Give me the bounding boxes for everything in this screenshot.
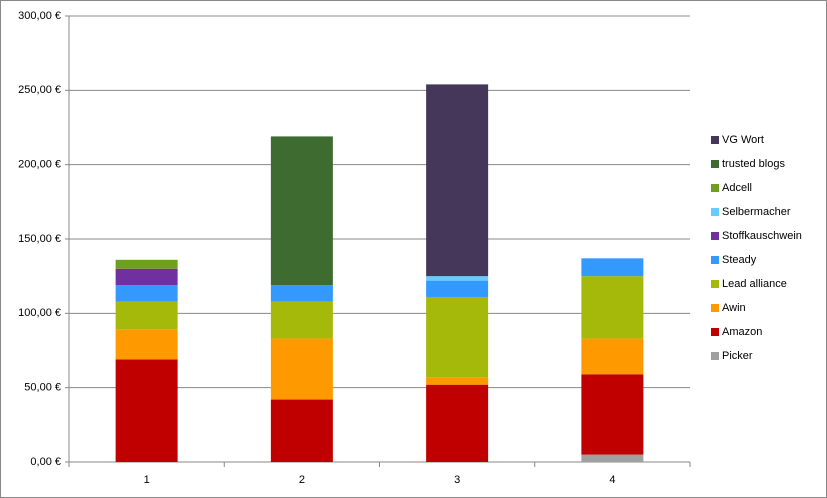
bar-segment [115, 285, 178, 302]
legend-swatch [711, 280, 719, 288]
y-tick-label: 250,00 € [18, 84, 61, 96]
legend-label: Selbermacher [722, 206, 791, 218]
y-tick-label: 150,00 € [18, 233, 61, 245]
legend-label: Adcell [722, 182, 752, 194]
bar-segment [426, 377, 489, 385]
bar-segment [426, 84, 489, 277]
legend-swatch [711, 256, 719, 264]
bar-segment [270, 399, 333, 462]
legend-label: Lead alliance [722, 278, 787, 290]
legend-label: Amazon [722, 326, 762, 338]
legend-swatch [711, 136, 719, 144]
x-tick-label: 4 [609, 474, 615, 486]
bar-segment [581, 374, 644, 455]
legend-label: VG Wort [722, 134, 764, 146]
y-tick-label: 0,00 € [30, 456, 61, 468]
bar-segment [115, 259, 178, 269]
y-tick-label: 200,00 € [18, 159, 61, 171]
bar-segment [581, 454, 644, 462]
bar-segment [270, 285, 333, 302]
legend-label: Stoffkauschwein [722, 230, 802, 242]
bar-segment [115, 301, 178, 330]
x-tick-label: 2 [299, 474, 305, 486]
bar-segment [426, 276, 489, 281]
y-tick-label: 300,00 € [18, 10, 61, 22]
bar-segment [581, 258, 644, 277]
x-tick-label: 3 [454, 474, 460, 486]
legend-swatch [711, 352, 719, 360]
y-tick-label: 50,00 € [24, 382, 61, 394]
bar-segment [115, 359, 178, 462]
bar-segment [115, 268, 178, 286]
bar-segment [426, 296, 489, 378]
y-tick-label: 100,00 € [18, 307, 61, 319]
bar-segment [115, 329, 178, 360]
bar-segment [270, 301, 333, 339]
legend-label: Picker [722, 350, 753, 362]
legend-swatch [711, 184, 719, 192]
legend-label: Awin [722, 302, 746, 314]
legend-label: trusted blogs [722, 158, 785, 170]
x-tick-label: 1 [144, 474, 150, 486]
bar-segment [270, 338, 333, 400]
legend-swatch [711, 232, 719, 240]
bar-segment [270, 136, 333, 286]
bar-segment [426, 384, 489, 462]
legend-swatch [711, 304, 719, 312]
bar-segment [581, 276, 644, 339]
legend-swatch [711, 208, 719, 216]
bar-segment [426, 280, 489, 297]
bar-segment [581, 338, 644, 375]
legend-swatch [711, 328, 719, 336]
legend-label: Steady [722, 254, 757, 266]
legend-swatch [711, 160, 719, 168]
